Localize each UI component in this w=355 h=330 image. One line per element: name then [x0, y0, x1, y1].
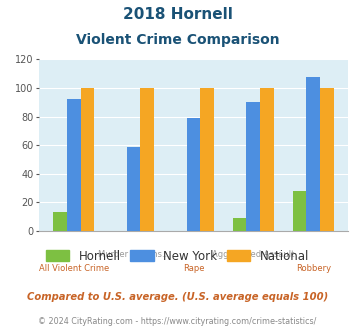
Bar — [320, 88, 334, 231]
Bar — [293, 191, 306, 231]
Bar — [233, 218, 246, 231]
Text: Compared to U.S. average. (U.S. average equals 100): Compared to U.S. average. (U.S. average … — [27, 292, 328, 302]
Bar — [141, 88, 154, 231]
Bar — [246, 102, 260, 231]
Text: Violent Crime Comparison: Violent Crime Comparison — [76, 33, 279, 47]
Text: Aggravated Assault: Aggravated Assault — [212, 250, 295, 259]
Bar — [67, 99, 81, 231]
Text: Robbery: Robbery — [296, 264, 331, 273]
Text: © 2024 CityRating.com - https://www.cityrating.com/crime-statistics/: © 2024 CityRating.com - https://www.city… — [38, 317, 317, 326]
Text: Rape: Rape — [183, 264, 204, 273]
Bar — [81, 88, 94, 231]
Text: All Violent Crime: All Violent Crime — [39, 264, 109, 273]
Bar — [260, 88, 274, 231]
Legend: Hornell, New York, National: Hornell, New York, National — [42, 246, 313, 266]
Text: Murder & Mans...: Murder & Mans... — [98, 250, 170, 259]
Bar — [306, 77, 320, 231]
Bar — [53, 213, 67, 231]
Text: 2018 Hornell: 2018 Hornell — [122, 7, 233, 21]
Bar — [187, 118, 200, 231]
Bar — [127, 147, 141, 231]
Bar — [200, 88, 214, 231]
